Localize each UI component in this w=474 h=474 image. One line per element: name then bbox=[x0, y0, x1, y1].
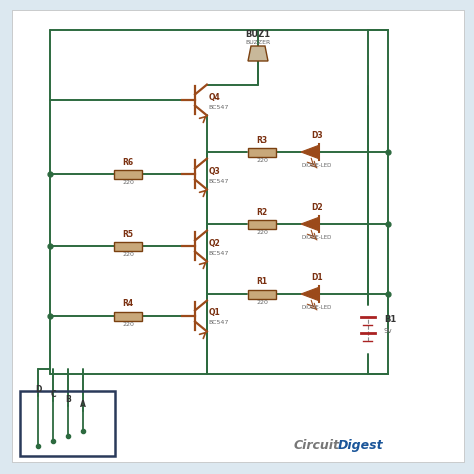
Text: D3: D3 bbox=[311, 131, 323, 140]
Bar bbox=[248, 147, 276, 156]
Text: R4: R4 bbox=[122, 300, 134, 309]
Text: BUZ1: BUZ1 bbox=[246, 30, 271, 39]
Bar bbox=[248, 290, 276, 299]
Polygon shape bbox=[248, 46, 268, 61]
Text: R1: R1 bbox=[256, 277, 267, 286]
Text: D1: D1 bbox=[311, 273, 323, 282]
Text: BC547: BC547 bbox=[208, 104, 228, 109]
Text: 220: 220 bbox=[256, 157, 268, 163]
Text: D2: D2 bbox=[311, 203, 323, 212]
Text: D: D bbox=[35, 385, 41, 394]
Text: BC547: BC547 bbox=[208, 179, 228, 183]
Text: BC547: BC547 bbox=[208, 250, 228, 255]
Text: DIODE-LED: DIODE-LED bbox=[302, 235, 332, 240]
Text: Q1: Q1 bbox=[208, 309, 220, 318]
Polygon shape bbox=[301, 217, 319, 231]
Text: DIODE-LED: DIODE-LED bbox=[302, 305, 332, 310]
Text: R5: R5 bbox=[122, 229, 134, 238]
Text: A: A bbox=[80, 400, 86, 409]
Text: 220: 220 bbox=[122, 180, 134, 184]
Text: Circuit: Circuit bbox=[294, 439, 340, 452]
Text: C: C bbox=[50, 390, 56, 399]
Polygon shape bbox=[301, 287, 319, 301]
Text: BUZZER: BUZZER bbox=[246, 40, 271, 45]
Text: R2: R2 bbox=[256, 208, 267, 217]
Text: Q3: Q3 bbox=[208, 166, 220, 175]
Text: 220: 220 bbox=[122, 321, 134, 327]
Bar bbox=[114, 241, 142, 250]
Bar bbox=[114, 170, 142, 179]
Text: 220: 220 bbox=[256, 300, 268, 304]
Text: Digest: Digest bbox=[338, 439, 383, 452]
Text: Q4: Q4 bbox=[208, 92, 220, 101]
Bar bbox=[114, 311, 142, 320]
Text: B1: B1 bbox=[384, 315, 396, 323]
Text: DIODE-LED: DIODE-LED bbox=[302, 163, 332, 168]
Text: R3: R3 bbox=[256, 136, 267, 145]
Bar bbox=[248, 219, 276, 228]
Text: B: B bbox=[65, 395, 71, 404]
Polygon shape bbox=[301, 145, 319, 159]
Text: 220: 220 bbox=[122, 252, 134, 256]
Text: 9v: 9v bbox=[384, 328, 392, 334]
Bar bbox=[20, 391, 115, 456]
Text: 220: 220 bbox=[256, 229, 268, 235]
Text: R6: R6 bbox=[122, 157, 134, 166]
Text: Q2: Q2 bbox=[208, 238, 220, 247]
Text: BC547: BC547 bbox=[208, 320, 228, 326]
